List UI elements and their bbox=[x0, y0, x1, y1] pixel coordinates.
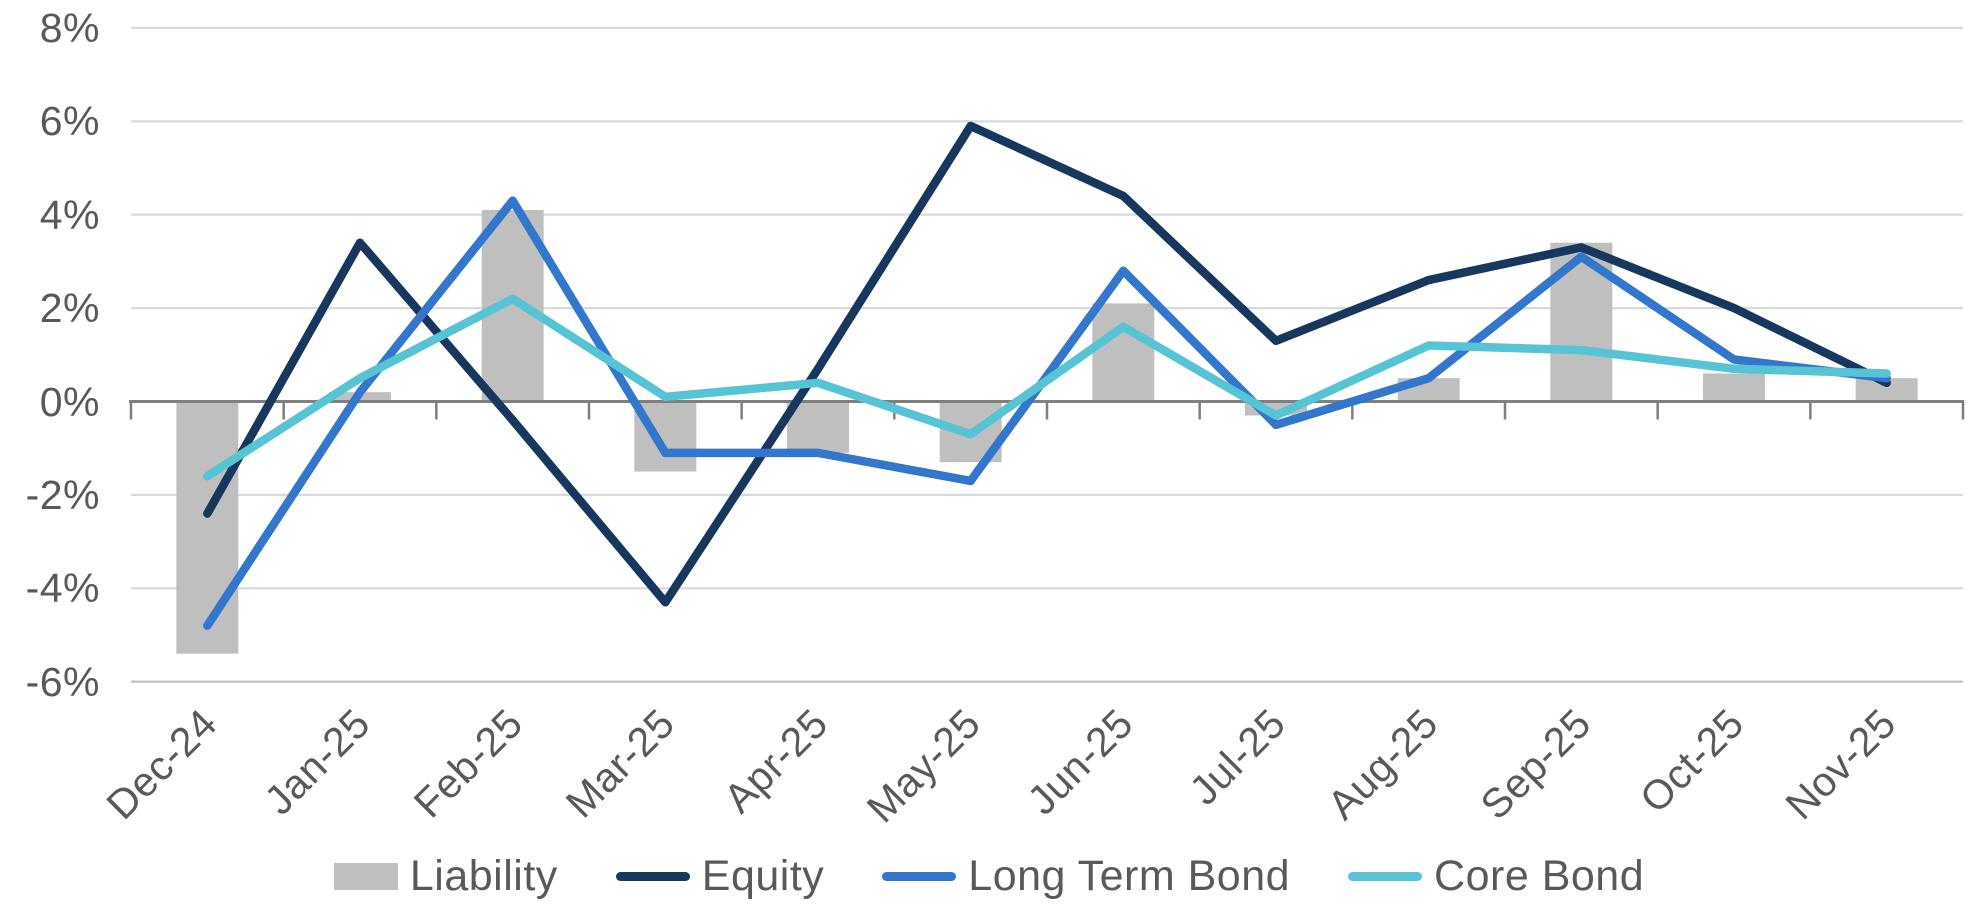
long-term-bond-line-swatch bbox=[882, 872, 957, 881]
y-axis-label: -2% bbox=[25, 471, 100, 518]
liability-bar bbox=[1092, 303, 1155, 402]
liability-bar bbox=[1703, 373, 1765, 402]
liability-bar bbox=[176, 401, 239, 654]
legend-label-equity: Equity bbox=[701, 852, 825, 900]
y-axis-label: -4% bbox=[25, 565, 100, 612]
core-bond-line-swatch bbox=[1348, 872, 1423, 881]
y-axis-label: -6% bbox=[25, 658, 100, 705]
legend-item-equity: Equity bbox=[615, 852, 825, 901]
legend-item-core-bond: Core Bond bbox=[1348, 852, 1644, 901]
core-bond-line bbox=[203, 294, 1891, 481]
equity-line bbox=[203, 121, 1891, 607]
legend-item-long-term-bond: Long Term Bond bbox=[882, 852, 1290, 901]
liability-bar bbox=[787, 401, 849, 453]
y-axis-label: 8% bbox=[39, 4, 100, 51]
y-axis-label: 0% bbox=[39, 378, 100, 425]
legend-label-liability: Liability bbox=[409, 852, 558, 900]
legend-label-core-bond: Core Bond bbox=[1434, 852, 1645, 900]
liability-bar-swatch bbox=[333, 863, 398, 890]
y-axis-label: 4% bbox=[39, 191, 100, 238]
legend-item-liability: Liability bbox=[333, 852, 558, 901]
y-axis-label: 2% bbox=[39, 285, 100, 332]
legend-label-long-term-bond: Long Term Bond bbox=[968, 852, 1291, 900]
equity-line-swatch bbox=[615, 872, 690, 881]
chart-legend: Liability Equity Long Term Bond Core Bon… bbox=[0, 852, 1978, 901]
liability-bar bbox=[1855, 378, 1918, 402]
y-axis-label: 6% bbox=[39, 98, 100, 145]
